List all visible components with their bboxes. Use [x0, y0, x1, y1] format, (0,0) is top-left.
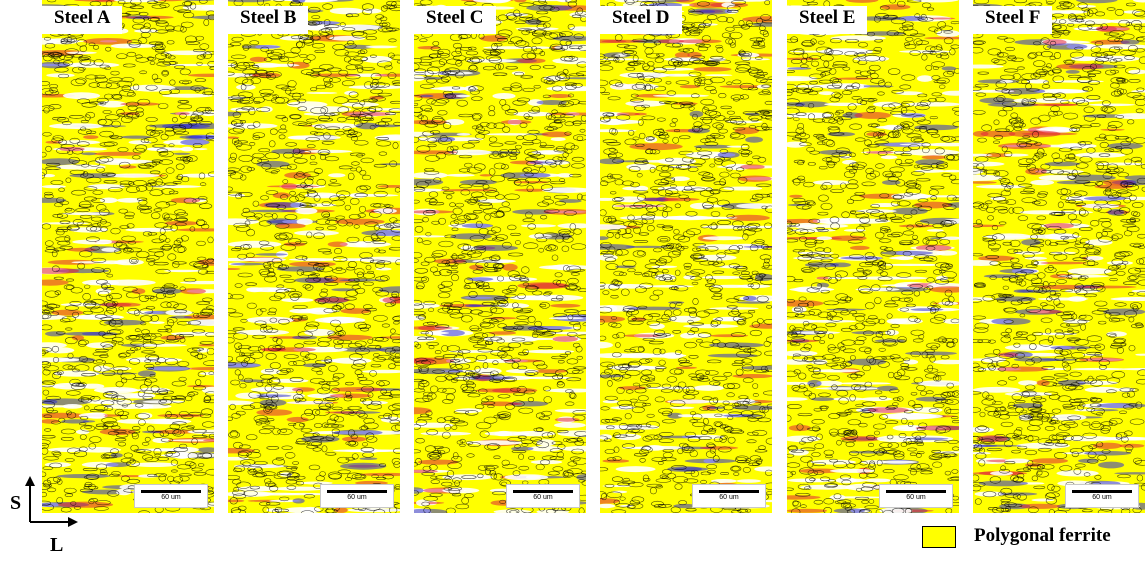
scale-bar-label: 60 um	[161, 494, 181, 501]
scale-bar: 60 um	[879, 484, 953, 508]
orientation-axes: S L	[8, 472, 88, 562]
ebsd-map	[414, 0, 586, 513]
ebsd-map	[228, 0, 400, 513]
scale-bar-label: 60 um	[1092, 494, 1112, 501]
scale-bar-line	[513, 490, 573, 493]
scale-bar: 60 um	[506, 484, 580, 508]
scale-bar-label: 60 um	[906, 494, 926, 501]
scale-bar-line	[327, 490, 387, 493]
ebsd-map	[600, 0, 772, 513]
micrograph-panel-steel-c: Steel C 60 um	[414, 0, 586, 513]
scale-bar-label: 60 um	[533, 494, 553, 501]
scale-bar: 60 um	[692, 484, 766, 508]
legend-label: Polygonal ferrite	[974, 525, 1111, 546]
scale-bar-line	[886, 490, 946, 493]
scale-bar-line	[699, 490, 759, 493]
micrograph-panel-steel-e: Steel E 60 um	[787, 0, 959, 513]
panel-title: Steel E	[787, 6, 868, 34]
legend-swatch	[922, 526, 956, 548]
panel-title: Steel C	[414, 6, 496, 34]
legend: Polygonal ferrite	[922, 524, 1142, 552]
scale-bar-line	[141, 490, 201, 493]
ebsd-map	[787, 0, 959, 513]
axis-label-s: S	[10, 492, 22, 514]
panel-title: Steel B	[228, 6, 309, 34]
ebsd-map	[973, 0, 1145, 513]
panel-title: Steel D	[600, 6, 682, 34]
scale-bar-line	[1072, 490, 1132, 493]
scale-bar: 60 um	[134, 484, 208, 508]
micrograph-panel-steel-d: Steel D 60 um	[600, 0, 772, 513]
panel-title: Steel F	[973, 6, 1053, 34]
axis-label-l: L	[50, 534, 64, 556]
scale-bar: 60 um	[320, 484, 394, 508]
micrograph-panel-steel-b: Steel B 60 um	[228, 0, 400, 513]
ebsd-map	[42, 0, 214, 513]
axes-arrows-icon	[25, 476, 78, 527]
scale-bar-label: 60 um	[347, 494, 367, 501]
scale-bar: 60 um	[1065, 484, 1139, 508]
micrograph-panel-steel-f: Steel F 60 um	[973, 0, 1145, 513]
micrograph-panel-steel-a: Steel A 60 um	[42, 0, 214, 513]
panel-title: Steel A	[42, 6, 123, 34]
scale-bar-label: 60 um	[719, 494, 739, 501]
